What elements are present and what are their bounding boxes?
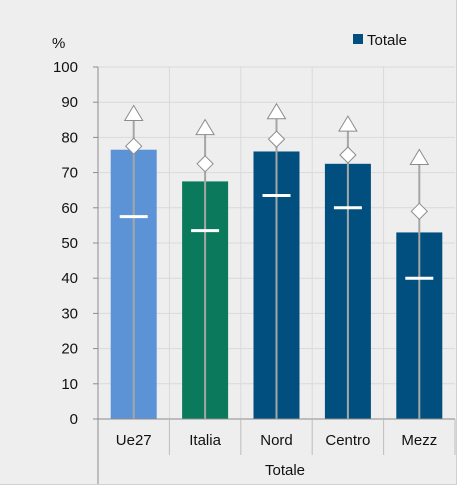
y-tick-label: 60 <box>61 200 78 217</box>
legend-label: Totale <box>367 32 407 49</box>
legend-swatch <box>353 34 363 44</box>
y-tick-label: 100 <box>53 59 78 76</box>
y-tick-label: 20 <box>61 341 78 358</box>
y-tick-label: 40 <box>61 270 78 287</box>
y-tick-label: 90 <box>61 94 78 111</box>
x-category-label: Ue27 <box>116 432 152 449</box>
y-tick-label: 50 <box>61 235 78 252</box>
diamond-marker <box>410 202 429 221</box>
diamond-marker <box>196 155 214 173</box>
diamond-marker <box>339 146 357 164</box>
axis-layer: 0 10 20 30 40 50 60 70 80 90 100 Ue27 Italia Nord Cent… <box>53 59 456 484</box>
x-category-label: Nord <box>260 432 293 449</box>
y-tick-label: 10 <box>61 376 78 393</box>
x-category-label: Mezz <box>401 432 437 449</box>
y-tick-label: 70 <box>61 165 78 182</box>
triangle-marker <box>338 115 358 132</box>
y-tick-label: 0 <box>70 411 78 428</box>
y-tick-label: 30 <box>61 305 78 322</box>
triangle-marker <box>123 104 144 122</box>
triangle-marker <box>409 148 430 166</box>
x-category-label: Centro <box>325 432 370 449</box>
x-axis-group-label: Totale <box>265 462 305 479</box>
diamond-marker <box>267 130 286 148</box>
legend: Totale <box>353 32 407 49</box>
markers-layer <box>119 102 434 419</box>
y-tick-label: 80 <box>61 129 78 146</box>
y-axis-unit-label: % <box>52 35 65 52</box>
triangle-marker <box>195 118 215 136</box>
diamond-marker <box>124 137 143 155</box>
triangle-marker <box>266 102 287 120</box>
x-category-label: Italia <box>189 432 221 449</box>
